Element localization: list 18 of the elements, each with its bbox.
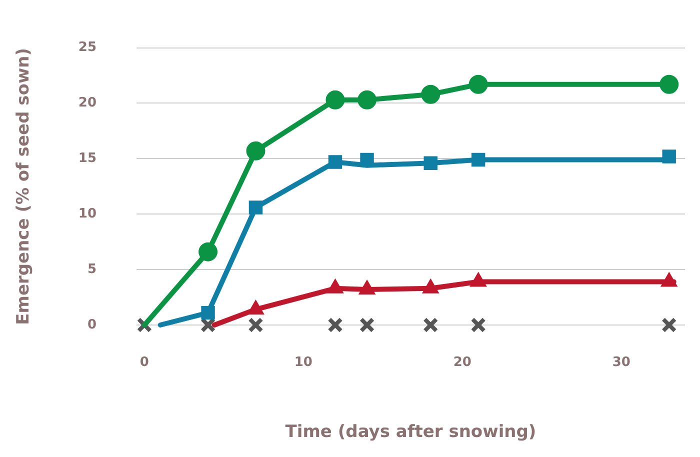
y-tick-label: 15 (78, 151, 96, 166)
x-tick-label: 0 (140, 355, 149, 370)
y-tick-label: 0 (87, 317, 96, 332)
x-tick-label: 10 (294, 355, 312, 370)
point (359, 317, 375, 333)
x-tick-label: 20 (453, 355, 472, 370)
point (422, 317, 438, 333)
point (248, 317, 264, 333)
x-tick-label: 30 (612, 355, 630, 370)
x-axis-title: Time (days after snowing) (285, 422, 536, 442)
point (328, 317, 343, 333)
y-tick-label: 5 (87, 262, 96, 277)
y-axis-title: Emergence (% of seed sown) (14, 48, 34, 325)
point (661, 317, 677, 333)
y-tick-label: 10 (78, 206, 96, 222)
y-tick-label: 25 (78, 40, 96, 56)
y-tick-label: 20 (78, 96, 96, 111)
point (470, 317, 486, 333)
